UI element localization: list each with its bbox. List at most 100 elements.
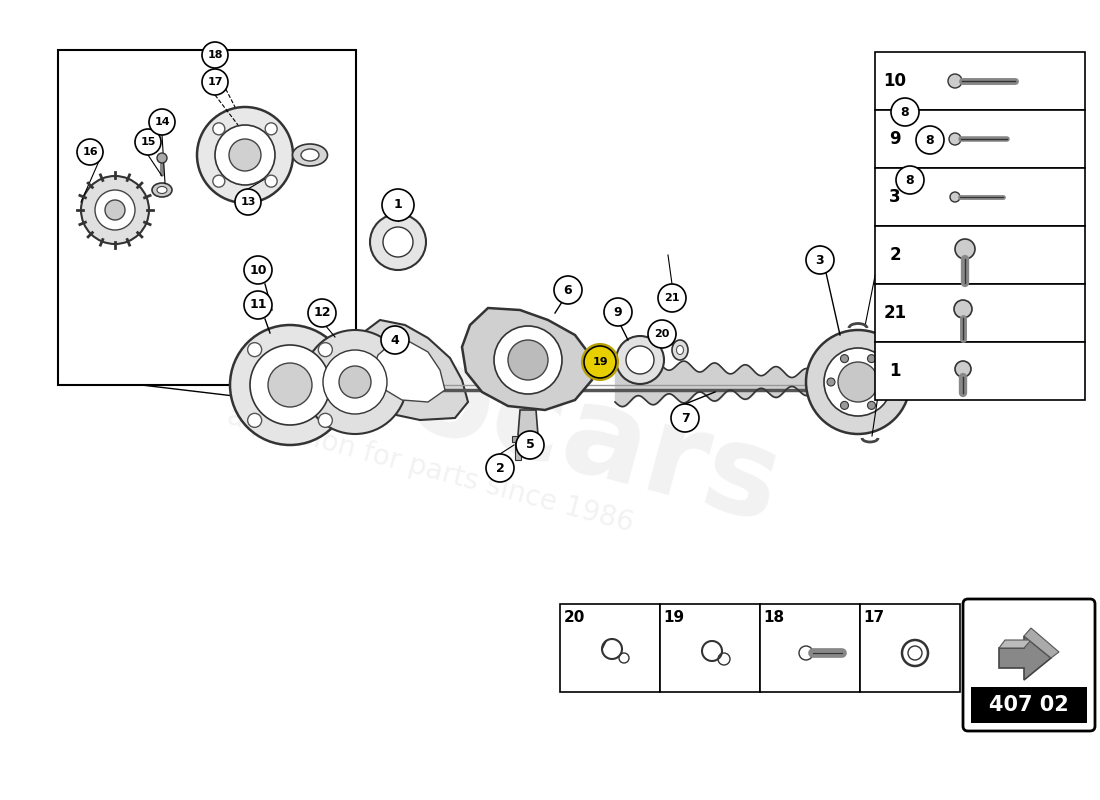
Circle shape xyxy=(954,300,972,318)
Ellipse shape xyxy=(672,340,688,360)
Text: 11: 11 xyxy=(250,298,266,311)
Polygon shape xyxy=(518,410,538,445)
Circle shape xyxy=(916,126,944,154)
Circle shape xyxy=(840,402,848,410)
Text: 14: 14 xyxy=(154,117,169,127)
Circle shape xyxy=(949,133,961,145)
Text: 21: 21 xyxy=(883,304,906,322)
Polygon shape xyxy=(999,636,1050,680)
Circle shape xyxy=(135,129,161,155)
Circle shape xyxy=(626,346,654,374)
Circle shape xyxy=(244,256,272,284)
Text: 20: 20 xyxy=(654,329,670,339)
Bar xyxy=(515,442,521,460)
Text: 9: 9 xyxy=(614,306,623,318)
Circle shape xyxy=(868,354,876,362)
Ellipse shape xyxy=(157,186,167,194)
Polygon shape xyxy=(1024,628,1059,658)
Bar xyxy=(874,168,1085,226)
Circle shape xyxy=(265,175,277,187)
Circle shape xyxy=(148,109,175,135)
Circle shape xyxy=(955,239,975,259)
Circle shape xyxy=(868,402,876,410)
Ellipse shape xyxy=(293,144,328,166)
FancyBboxPatch shape xyxy=(962,599,1094,731)
Circle shape xyxy=(840,354,848,362)
Text: 8: 8 xyxy=(926,134,934,146)
Circle shape xyxy=(323,350,387,414)
Circle shape xyxy=(202,69,228,95)
Circle shape xyxy=(671,404,698,432)
Circle shape xyxy=(235,189,261,215)
Text: 15: 15 xyxy=(141,137,156,147)
Circle shape xyxy=(616,336,664,384)
Bar xyxy=(560,604,660,692)
Circle shape xyxy=(202,42,228,68)
Text: 1: 1 xyxy=(889,362,901,380)
Circle shape xyxy=(339,366,371,398)
Ellipse shape xyxy=(676,346,683,354)
Bar xyxy=(971,687,1087,723)
Circle shape xyxy=(838,362,878,402)
Circle shape xyxy=(229,139,261,171)
Circle shape xyxy=(658,284,686,312)
Polygon shape xyxy=(999,640,1031,648)
Bar xyxy=(760,604,860,692)
Circle shape xyxy=(250,345,330,425)
Text: 12: 12 xyxy=(314,306,331,319)
Ellipse shape xyxy=(301,149,319,161)
Polygon shape xyxy=(348,320,468,420)
Bar xyxy=(874,226,1085,284)
Circle shape xyxy=(248,342,262,357)
Circle shape xyxy=(584,346,616,378)
Circle shape xyxy=(308,299,336,327)
Bar xyxy=(874,342,1085,400)
Bar xyxy=(860,604,960,692)
Circle shape xyxy=(77,139,103,165)
Text: 19: 19 xyxy=(663,610,684,626)
Circle shape xyxy=(950,192,960,202)
Polygon shape xyxy=(462,308,592,410)
Circle shape xyxy=(806,330,910,434)
Circle shape xyxy=(244,291,272,319)
Circle shape xyxy=(212,175,224,187)
Circle shape xyxy=(494,326,562,394)
Text: 9: 9 xyxy=(889,130,901,148)
Circle shape xyxy=(318,342,332,357)
Circle shape xyxy=(891,98,918,126)
Text: 1: 1 xyxy=(394,198,403,211)
Bar xyxy=(660,604,760,692)
Circle shape xyxy=(896,166,924,194)
Circle shape xyxy=(948,74,962,88)
Circle shape xyxy=(382,189,414,221)
Text: eurocars: eurocars xyxy=(167,272,793,548)
Text: 2: 2 xyxy=(889,246,901,264)
Text: 4: 4 xyxy=(390,334,399,346)
Text: 407 02: 407 02 xyxy=(989,695,1069,715)
Circle shape xyxy=(383,227,412,257)
Text: 7: 7 xyxy=(681,411,690,425)
Circle shape xyxy=(212,123,224,135)
Text: 3: 3 xyxy=(816,254,824,266)
Text: 18: 18 xyxy=(763,610,784,626)
Circle shape xyxy=(648,320,676,348)
Text: 8: 8 xyxy=(901,106,910,118)
Circle shape xyxy=(881,378,889,386)
Text: 17: 17 xyxy=(864,610,884,626)
Text: 17: 17 xyxy=(207,77,222,87)
Circle shape xyxy=(486,454,514,482)
Circle shape xyxy=(318,414,332,427)
Text: 18: 18 xyxy=(207,50,222,60)
Circle shape xyxy=(268,363,312,407)
Text: 10: 10 xyxy=(883,72,906,90)
Circle shape xyxy=(582,344,618,380)
Circle shape xyxy=(81,176,148,244)
Circle shape xyxy=(381,326,409,354)
Circle shape xyxy=(157,153,167,163)
Circle shape xyxy=(248,414,262,427)
Circle shape xyxy=(104,200,125,220)
Bar xyxy=(58,50,356,385)
Circle shape xyxy=(516,431,544,459)
Circle shape xyxy=(554,276,582,304)
Circle shape xyxy=(955,361,971,377)
